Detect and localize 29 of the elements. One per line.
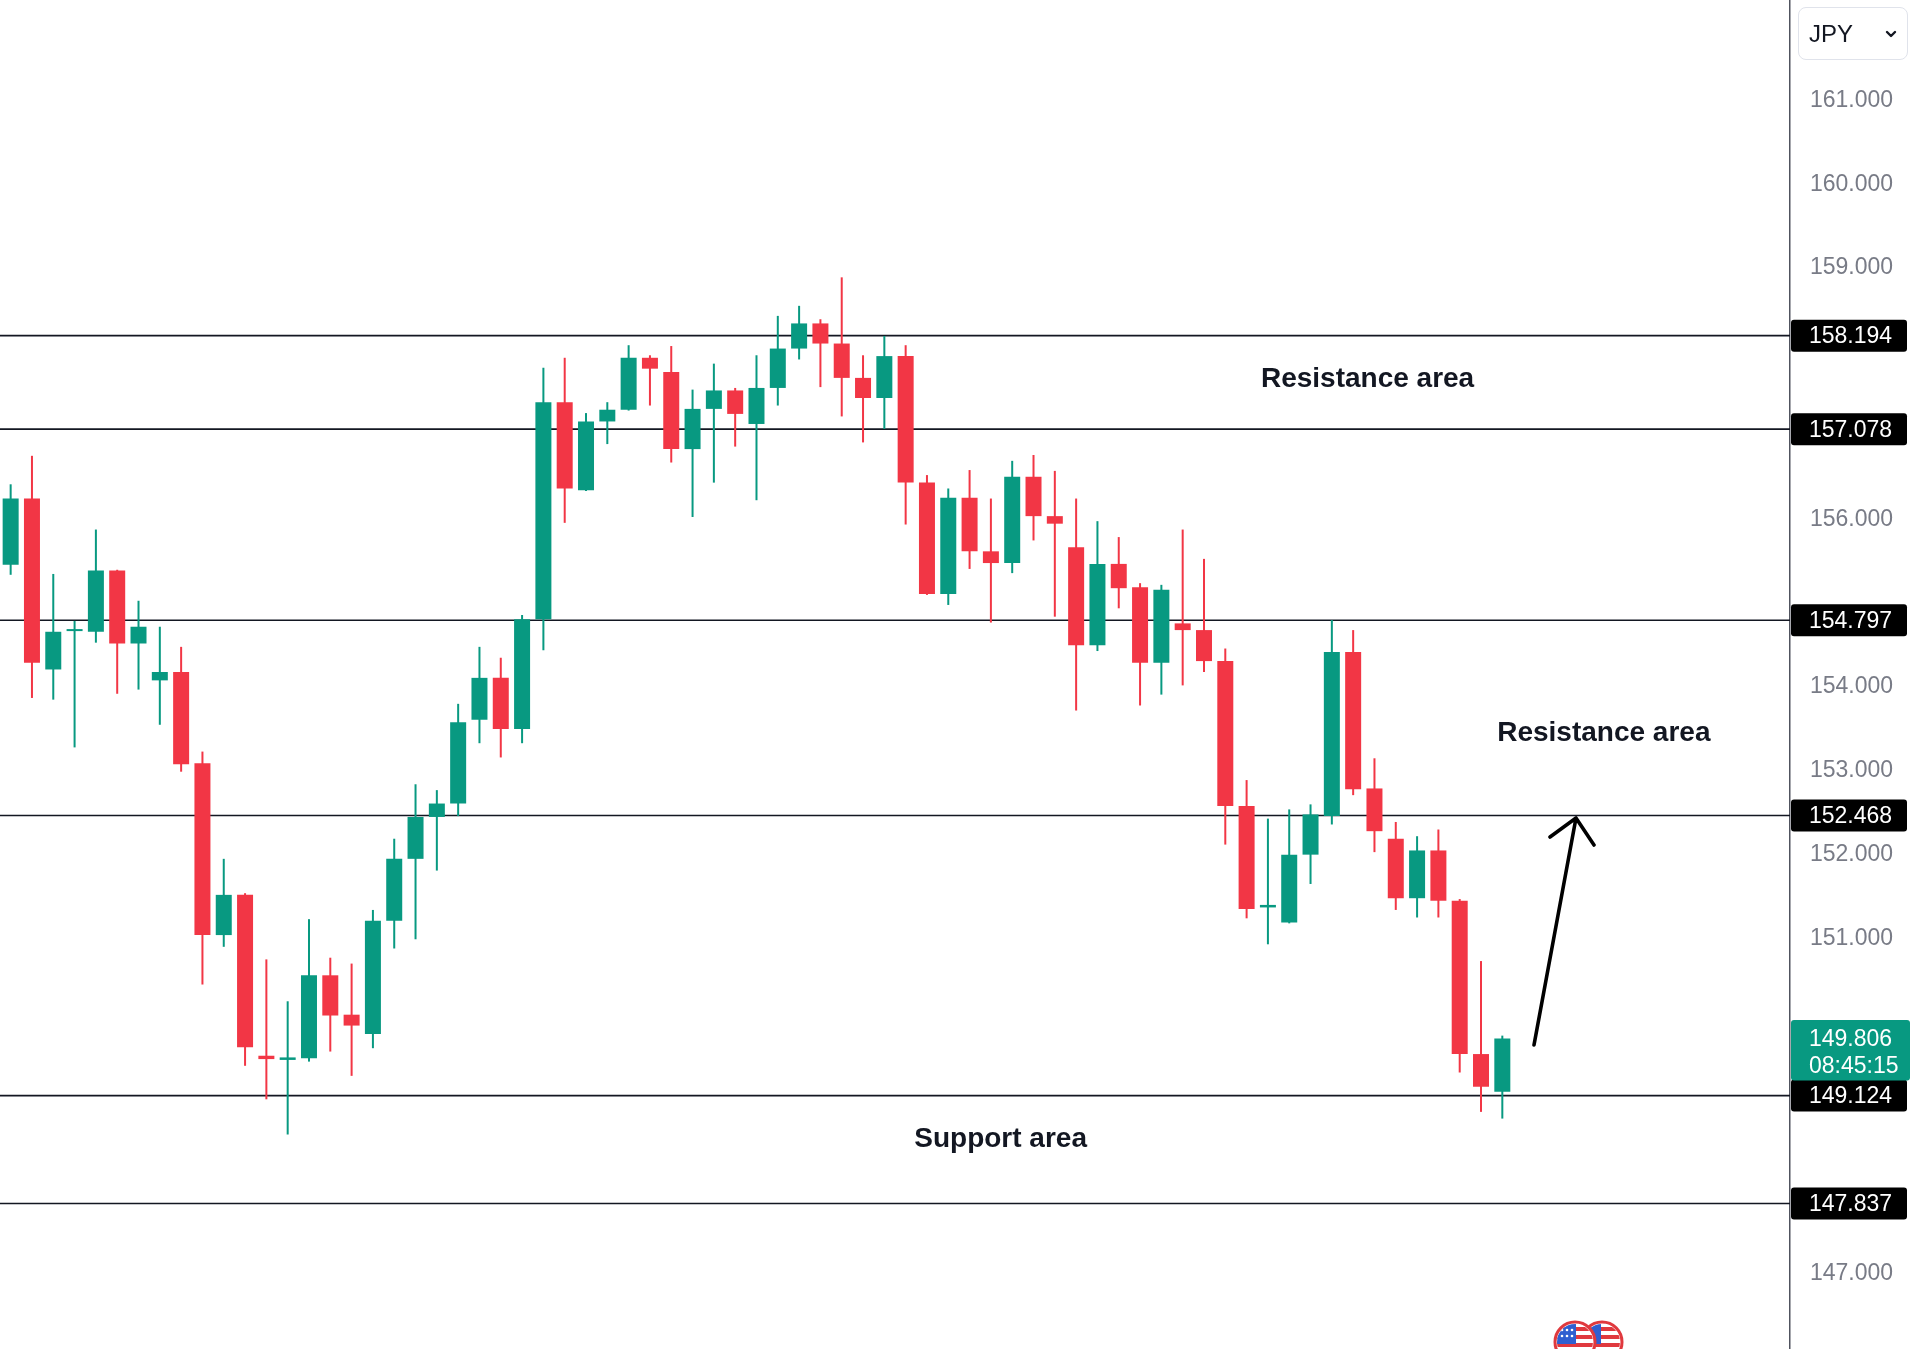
text: 149.806 [1809, 1024, 1893, 1051]
ref-line-label: 152.468 [1809, 801, 1893, 828]
annotation: Resistance area [1497, 716, 1711, 748]
y-axis-title: JPY [1809, 20, 1854, 47]
y-tick-label: 159.000 [1810, 253, 1894, 280]
y-tick-label: 147.000 [1810, 1258, 1894, 1285]
candlestick [1046, 470, 1063, 617]
dropdown: JPY [1798, 7, 1908, 60]
y-tick-label: 161.000 [1810, 85, 1894, 112]
ref-line-label: 147.837 [1809, 1189, 1893, 1216]
candlestick [66, 620, 83, 748]
y-tick-label: 160.000 [1810, 169, 1894, 196]
annotation: Resistance area [1260, 362, 1475, 394]
y-tick-label: 152.000 [1810, 839, 1894, 866]
y-tick-label: 154.000 [1810, 672, 1894, 699]
text: 08:45:15 [1809, 1051, 1899, 1078]
y-tick-label: 156.000 [1810, 504, 1894, 531]
y-tick-label: 153.000 [1810, 756, 1894, 783]
candlestick [151, 626, 168, 725]
ref-line-label: 149.124 [1809, 1081, 1893, 1108]
candlestick [279, 1001, 296, 1135]
ref-line-label: 157.078 [1809, 415, 1893, 442]
candlestick [343, 963, 360, 1076]
ref-line-label: 158.194 [1809, 322, 1893, 348]
y-tick-label: 151.000 [1810, 923, 1894, 950]
candlestick [1174, 529, 1191, 686]
annotation: Support area [914, 1121, 1088, 1153]
ref-line-label: 154.797 [1809, 606, 1893, 633]
candlestick [982, 498, 999, 623]
